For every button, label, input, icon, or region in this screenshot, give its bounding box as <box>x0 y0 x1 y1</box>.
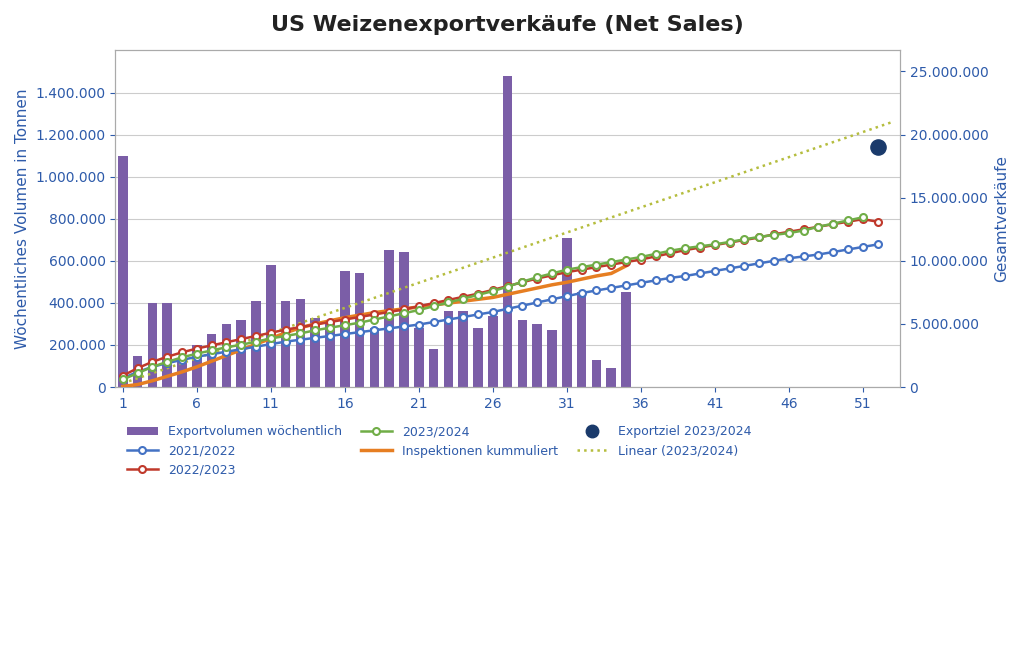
Bar <box>414 328 424 387</box>
Bar <box>221 324 231 387</box>
Bar <box>118 156 128 387</box>
Bar <box>177 360 186 387</box>
Bar <box>207 335 216 387</box>
Bar <box>606 368 616 387</box>
Bar <box>354 274 365 387</box>
Bar <box>459 311 468 387</box>
Bar <box>147 303 158 387</box>
Bar <box>429 349 438 387</box>
Bar <box>473 328 483 387</box>
Bar <box>237 320 246 387</box>
Bar <box>251 301 261 387</box>
Bar <box>517 320 527 387</box>
Y-axis label: Gesamtverkäufe: Gesamtverkäufe <box>994 155 1009 282</box>
Bar <box>310 318 321 387</box>
Bar <box>399 253 409 387</box>
Bar <box>266 265 275 387</box>
Bar <box>296 298 305 387</box>
Legend: Exportvolumen wöchentlich, 2021/2022, 2022/2023, 2023/2024, Inspektionen kummuli: Exportvolumen wöchentlich, 2021/2022, 20… <box>122 420 757 482</box>
Bar <box>503 76 512 387</box>
Bar <box>326 322 335 387</box>
Bar <box>370 328 379 387</box>
Title: US Weizenexportverkäufe (Net Sales): US Weizenexportverkäufe (Net Sales) <box>271 15 744 35</box>
Bar <box>281 301 291 387</box>
Bar <box>340 271 349 387</box>
Y-axis label: Wöchentliches Volumen in Tonnen: Wöchentliches Volumen in Tonnen <box>15 89 30 349</box>
Bar <box>562 238 571 387</box>
Point <box>869 142 886 153</box>
Bar <box>384 250 394 387</box>
Bar <box>532 324 542 387</box>
Bar <box>622 292 631 387</box>
Bar <box>443 311 454 387</box>
Bar <box>133 355 142 387</box>
Bar <box>191 345 202 387</box>
Bar <box>163 303 172 387</box>
Bar <box>577 292 587 387</box>
Bar <box>488 316 498 387</box>
Bar <box>592 360 601 387</box>
Bar <box>547 330 557 387</box>
